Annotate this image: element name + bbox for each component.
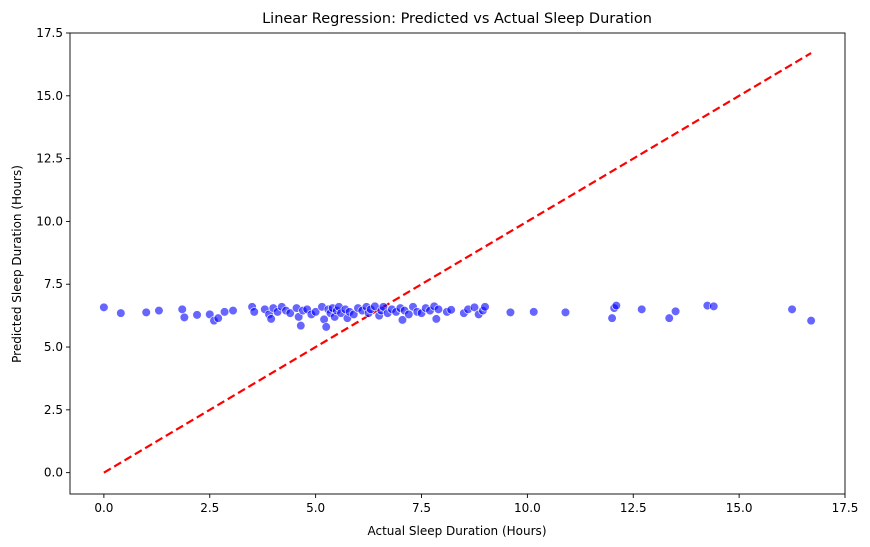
data-point bbox=[709, 301, 719, 311]
data-point bbox=[154, 306, 164, 316]
y-tick-label: 5.0 bbox=[44, 340, 63, 354]
x-tick-label: 10.0 bbox=[514, 501, 541, 515]
x-tick-label: 12.5 bbox=[620, 501, 647, 515]
plot-frame bbox=[69, 32, 846, 495]
data-point bbox=[179, 312, 189, 322]
y-tick-label: 12.5 bbox=[36, 152, 63, 166]
x-tick-label: 5.0 bbox=[306, 501, 325, 515]
data-point bbox=[404, 309, 414, 319]
x-tick-label: 2.5 bbox=[200, 501, 219, 515]
data-point bbox=[249, 307, 259, 317]
x-tick-label: 15.0 bbox=[726, 501, 753, 515]
data-point bbox=[560, 307, 571, 317]
data-point bbox=[431, 314, 441, 324]
data-point bbox=[192, 310, 202, 320]
data-point bbox=[505, 307, 516, 317]
plot-area: 0.0 2.5 5.0 7.5 10.0 12.5 15.0 17.5 0.0 2.5 5.0 7.5… bbox=[36, 26, 858, 515]
data-point bbox=[480, 302, 490, 312]
data-point bbox=[205, 309, 215, 319]
x-tick-label: 17.5 bbox=[832, 501, 859, 515]
data-point bbox=[671, 306, 681, 316]
data-point bbox=[611, 300, 621, 311]
y-tick-label: 15.0 bbox=[36, 89, 63, 103]
y-tick-label: 2.5 bbox=[44, 403, 63, 417]
data-point bbox=[266, 314, 276, 324]
data-point bbox=[378, 302, 388, 312]
data-point bbox=[285, 308, 295, 318]
data-point bbox=[177, 304, 187, 314]
data-point bbox=[664, 313, 674, 323]
data-point bbox=[321, 322, 331, 332]
data-point bbox=[141, 307, 151, 317]
data-point bbox=[213, 313, 223, 323]
chart-title: Linear Regression: Predicted vs Actual S… bbox=[262, 11, 652, 27]
data-point bbox=[116, 308, 126, 318]
data-point bbox=[529, 307, 539, 317]
y-tick-label: 17.5 bbox=[36, 26, 63, 40]
data-point bbox=[319, 314, 329, 324]
data-point bbox=[397, 315, 408, 325]
data-point bbox=[787, 304, 797, 314]
reference-line bbox=[103, 52, 812, 474]
data-point bbox=[637, 304, 647, 314]
x-tick-label: 0.0 bbox=[94, 501, 113, 515]
x-tick-label: 7.5 bbox=[412, 501, 431, 515]
y-tick-label: 0.0 bbox=[44, 466, 63, 480]
x-axis-label: Actual Sleep Duration (Hours) bbox=[367, 524, 546, 538]
data-point bbox=[446, 305, 456, 315]
data-point bbox=[433, 304, 444, 314]
data-point bbox=[296, 321, 306, 331]
data-point bbox=[311, 307, 321, 317]
data-point bbox=[607, 313, 617, 323]
data-point bbox=[806, 316, 816, 326]
data-point bbox=[228, 306, 238, 316]
data-point bbox=[294, 312, 304, 322]
y-axis-label: Predicted Sleep Duration (Hours) bbox=[10, 165, 24, 363]
y-tick-label: 10.0 bbox=[36, 214, 63, 228]
data-point bbox=[219, 307, 230, 317]
data-point bbox=[349, 309, 359, 319]
data-point bbox=[99, 302, 109, 312]
data-point bbox=[469, 302, 480, 312]
y-tick-label: 7.5 bbox=[44, 277, 63, 291]
